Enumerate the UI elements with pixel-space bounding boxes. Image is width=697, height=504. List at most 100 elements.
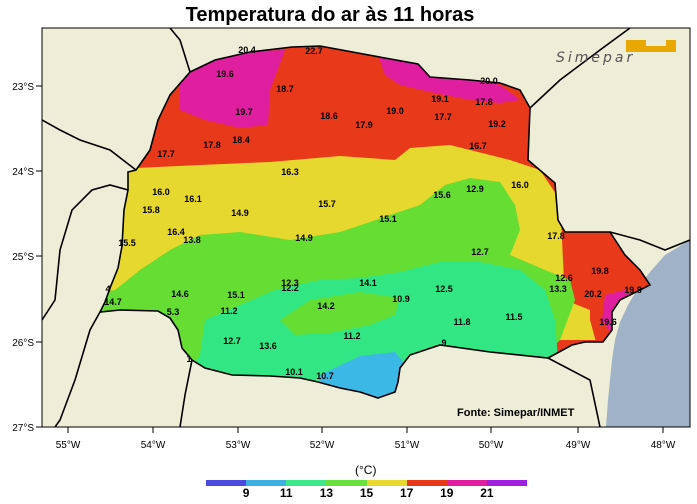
station-value: 17.8 (203, 140, 221, 150)
latitude-ticks: 23°S 24°S 25°S 26°S 27°S (12, 82, 42, 434)
station-value: 20.0 (480, 76, 498, 86)
map-frame (41, 27, 691, 428)
station-value: 19.6 (216, 69, 234, 79)
lat-tick-label: 26°S (12, 338, 34, 349)
station-value: 22.7 (305, 46, 323, 56)
station-value: 16.4 (167, 227, 185, 237)
legend-tick-label: 15 (359, 486, 374, 500)
station-value: 10.9 (392, 294, 410, 304)
station-value: 18.4 (232, 135, 250, 145)
lon-tick-label: 54°W (141, 440, 166, 451)
station-value: 20.2 (584, 289, 602, 299)
lon-tick-label: 50°W (479, 440, 504, 451)
lat-tick-label: 23°S (12, 82, 34, 93)
border-paraguay (42, 184, 129, 321)
station-value: 16.3 (281, 167, 299, 177)
lon-tick-label: 53°W (226, 440, 251, 451)
station-value: 16.1 (184, 194, 202, 204)
lat-tick-label: 25°S (12, 252, 34, 263)
legend-swatch (446, 480, 487, 486)
station-value: 15.6 (433, 190, 451, 200)
station-value: 14.7 (104, 297, 122, 307)
legend-tick-label: 13 (319, 486, 334, 500)
ocean (606, 240, 690, 427)
station-value: 11.2 (220, 306, 237, 316)
station-value: 17.7 (157, 149, 175, 159)
station-value: 11.8 (453, 317, 470, 327)
simepar-logo: Simepar (556, 36, 680, 72)
station-value: 15.1 (227, 290, 245, 300)
legend-swatch (246, 480, 287, 486)
legend-tick-labels: 9 11 13 15 17 19 21 (206, 486, 527, 504)
station-value: 17.7 (434, 112, 452, 122)
station-value: 1 (186, 354, 191, 364)
station-value: 9 (441, 338, 446, 348)
station-value: 15.1 (379, 214, 397, 224)
station-value: 14.1 (359, 278, 377, 288)
station-value: 15.5 (118, 238, 136, 248)
station-value: 14.6 (171, 289, 189, 299)
station-value: 16.0 (511, 180, 529, 190)
station-value: 16.7 (469, 141, 487, 151)
lon-tick-label: 48°W (651, 440, 676, 451)
station-value: 11.5 (505, 312, 522, 322)
station-value: 10.7 (316, 371, 334, 381)
station-value: 19.8 (591, 266, 609, 276)
lat-tick-label: 24°S (12, 167, 34, 178)
station-value: 14.2 (317, 301, 335, 311)
border-southwest (54, 311, 101, 427)
legend-swatch (206, 480, 247, 486)
legend-swatch (326, 480, 367, 486)
legend-tick-label: 19 (440, 486, 454, 500)
color-legend (206, 480, 527, 486)
legend-swatch (286, 480, 327, 486)
station-value: 12.7 (223, 336, 241, 346)
border-sc-east (547, 357, 601, 427)
legend-tick-label: 11 (279, 486, 293, 500)
longitude-ticks: 55°W 54°W 53°W 52°W 51°W 50°W 49°W 48°W (56, 427, 676, 451)
legend-swatch (366, 480, 407, 486)
lon-tick-label: 51°W (395, 440, 420, 451)
station-value: 12.3 (281, 278, 299, 288)
station-value: 14.9 (231, 208, 249, 218)
simepar-logo-icon (626, 40, 676, 52)
station-value: 4 (105, 284, 110, 294)
station-value: 19.7 (235, 107, 253, 117)
station-value: 19.1 (431, 94, 449, 104)
station-value: 12.2 (281, 283, 299, 293)
station-value: 19.6 (599, 317, 617, 327)
station-value: 19.0 (386, 106, 404, 116)
station-values: 20.4 22.7 19.6 18.7 20.0 19.7 18.6 17.9 19.0 19.1… (104, 45, 642, 381)
border-sc (179, 359, 193, 427)
station-value: 19.8 (624, 285, 642, 295)
station-value: 17.8 (475, 97, 493, 107)
station-value: 12.9 (466, 184, 484, 194)
station-value: 12.7 (471, 247, 489, 257)
station-value: 18.6 (320, 111, 338, 121)
station-value: 12.6 (555, 273, 573, 283)
zone-magenta-nw (180, 50, 285, 128)
logo-text: Simepar (556, 50, 636, 66)
map-title: Temperatura do ar às 11 horas (185, 4, 475, 26)
station-value: 17.8 (547, 231, 565, 241)
station-value: 16.0 (152, 187, 170, 197)
state-borders (42, 28, 690, 427)
station-value: 13.3 (549, 284, 567, 294)
lon-tick-label: 52°W (310, 440, 335, 451)
legend-tick-label: 9 (242, 486, 250, 500)
legend-unit: (°C) (355, 463, 377, 477)
station-value: 18.7 (276, 84, 294, 94)
lat-tick-label: 27°S (12, 423, 34, 434)
station-value: 11.2 (343, 331, 360, 341)
station-value: 15.8 (142, 205, 160, 215)
zone-green-center (280, 292, 400, 335)
station-value: 5.3 (167, 307, 180, 317)
station-value: 13.6 (259, 341, 277, 351)
station-value: 15.7 (318, 199, 336, 209)
station-value: 14.9 (295, 233, 313, 243)
station-value: 20.4 (238, 45, 256, 55)
source-credit: Fonte: Simepar/INMET (457, 407, 575, 419)
parana-border (98, 45, 652, 399)
station-value: 13.8 (183, 235, 201, 245)
